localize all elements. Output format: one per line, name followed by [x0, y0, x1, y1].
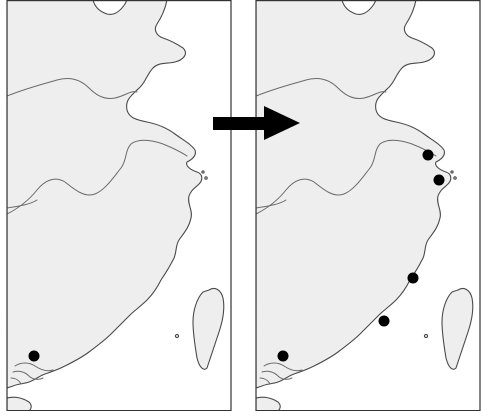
city-marker-shanghai [422, 149, 434, 161]
city-marker-guangzhou [28, 350, 40, 362]
city-marker-xiamen [378, 315, 390, 327]
city-marker-guangzhou [277, 350, 289, 362]
map-panel-before [6, 0, 232, 411]
city-marker-ningbo [433, 174, 445, 186]
city-markers [28, 149, 445, 362]
city-marker-fuzhou [407, 272, 419, 284]
right-arrow-icon [213, 106, 300, 140]
map-panel-after [255, 0, 481, 411]
